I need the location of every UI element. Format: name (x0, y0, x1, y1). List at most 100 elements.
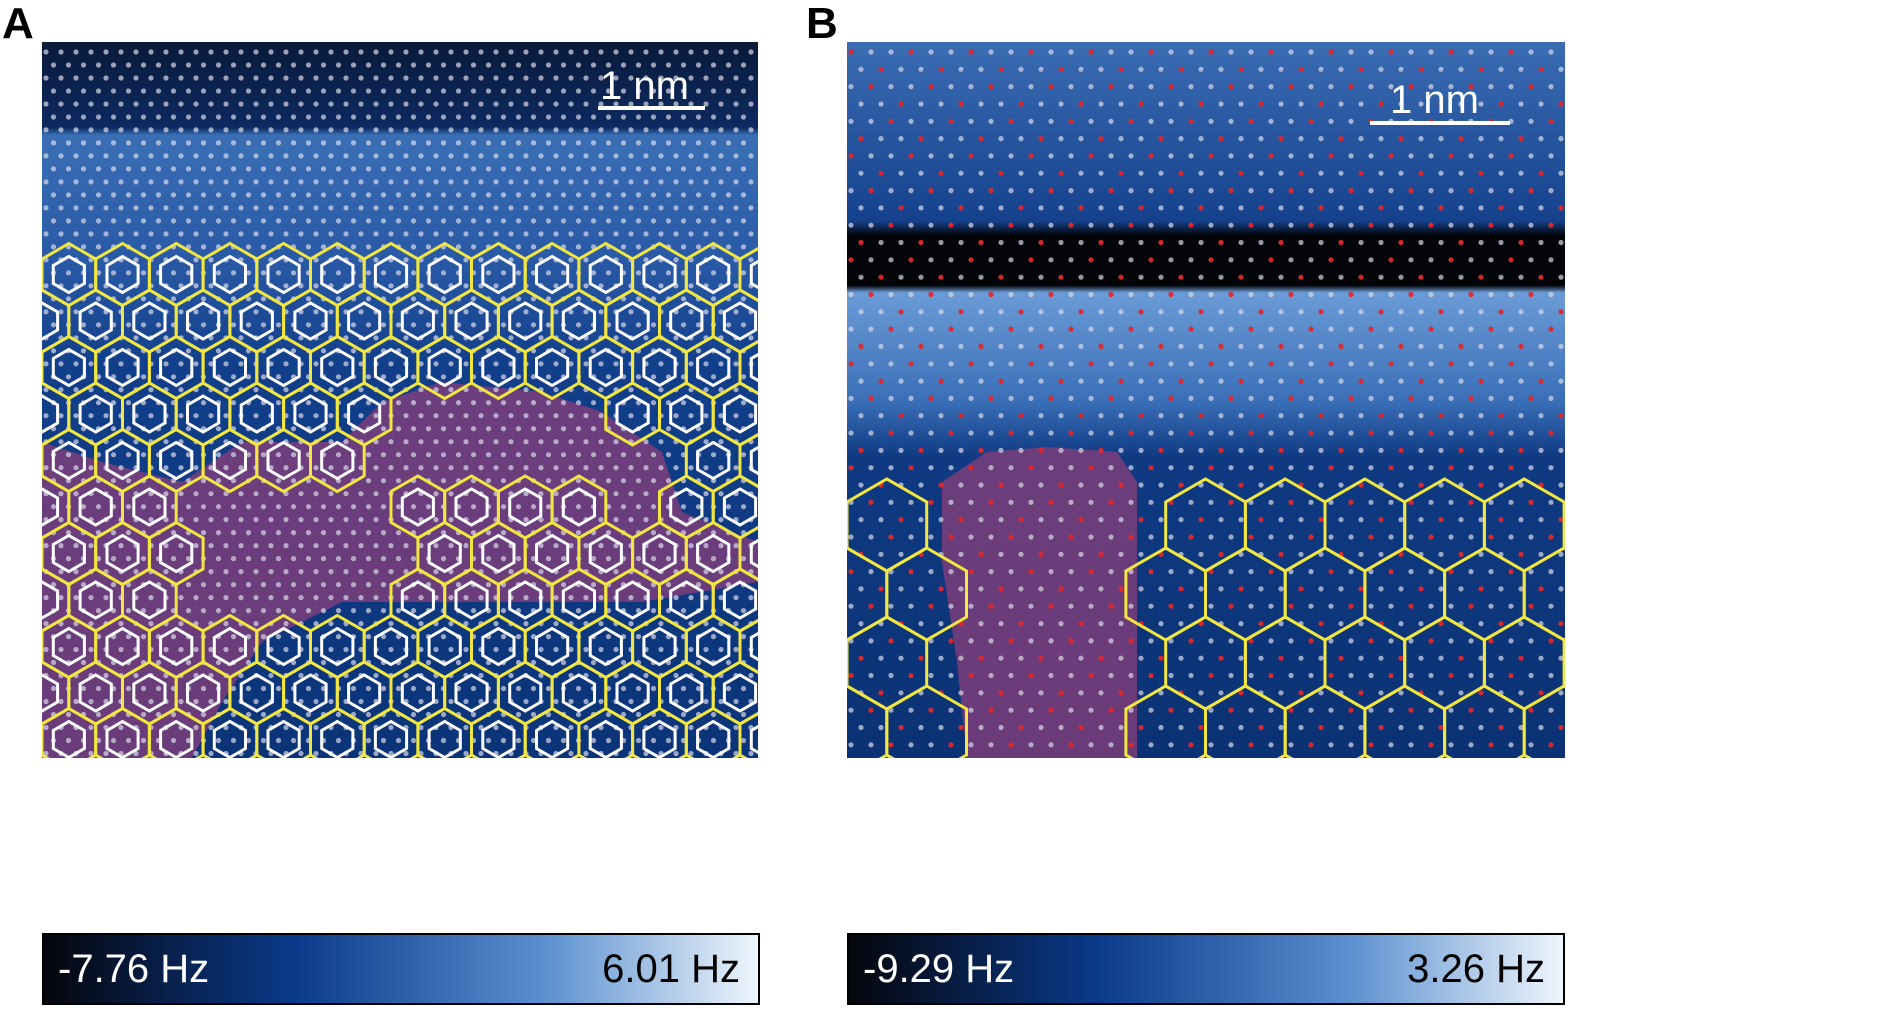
atom-marker-red (1028, 465, 1034, 471)
atom-marker (613, 569, 619, 575)
inner-hexagon (78, 394, 113, 434)
atom-marker (695, 504, 702, 510)
atom-marker (1498, 586, 1504, 592)
atom-marker (515, 504, 522, 510)
atom-marker (1308, 291, 1314, 298)
atom-marker-red (1108, 707, 1114, 713)
atom-marker (1478, 136, 1484, 142)
atom-marker (43, 543, 49, 549)
atom-marker (320, 659, 327, 666)
atom-marker (328, 127, 334, 133)
atom-marker (568, 439, 574, 445)
atom-marker (1468, 326, 1474, 332)
atom-marker (515, 88, 522, 94)
atom-marker (80, 114, 87, 120)
atom-marker (58, 179, 64, 185)
atom-marker (208, 49, 214, 55)
atom-marker (73, 361, 79, 367)
atom-marker (545, 634, 552, 640)
atom-marker-red (888, 326, 894, 332)
atom-marker (118, 75, 124, 81)
atom-marker (260, 608, 267, 614)
atom-marker (133, 153, 139, 159)
atom-marker (163, 335, 169, 341)
atom-marker (103, 101, 109, 107)
atom-marker (365, 270, 372, 276)
atom-marker (223, 569, 229, 575)
atom-marker (620, 166, 627, 172)
atom-marker (1368, 499, 1374, 505)
atom-marker-red (1498, 309, 1504, 315)
atom-marker (538, 569, 544, 575)
atom-marker (1308, 499, 1314, 505)
atom-marker (575, 114, 582, 120)
atom-marker (1078, 551, 1084, 557)
atom-marker (1548, 465, 1554, 471)
atom-marker (320, 140, 327, 146)
atom-marker (58, 543, 64, 549)
atom-marker-red (858, 343, 864, 349)
atom-marker (275, 400, 282, 406)
atom-marker (1288, 153, 1294, 159)
atom-marker (1518, 482, 1524, 488)
atom-marker (343, 127, 349, 133)
inner-hexagon (159, 347, 194, 388)
atom-marker (1348, 430, 1354, 436)
atom-marker (343, 387, 349, 393)
atom-marker (918, 724, 924, 731)
atom-marker (515, 140, 522, 146)
atom-marker (748, 335, 754, 341)
atom-marker (395, 737, 402, 744)
atom-marker (1558, 343, 1564, 349)
atom-marker (410, 88, 417, 94)
atom-marker-red (1478, 482, 1484, 488)
atom-marker (650, 504, 657, 510)
atom-marker-red (1038, 551, 1044, 557)
atom-marker (50, 218, 57, 224)
atom-marker (110, 62, 117, 68)
atom-marker (733, 646, 739, 653)
atom-marker (1038, 309, 1044, 315)
atom-marker (1018, 170, 1024, 176)
atom-marker-red (948, 430, 954, 436)
atom-marker (268, 75, 274, 81)
atom-marker (1418, 239, 1424, 246)
atom-marker (283, 127, 289, 133)
inner-hexagon (51, 719, 86, 758)
atom-marker (380, 452, 387, 458)
atom-marker (1258, 66, 1264, 72)
atom-marker (1528, 49, 1534, 55)
atom-marker (1458, 413, 1464, 419)
atom-marker (650, 322, 657, 328)
atom-marker-red (1478, 274, 1484, 280)
atom-marker-red (1028, 257, 1034, 263)
atom-marker (403, 153, 409, 159)
atom-marker-red (1018, 413, 1024, 419)
atom-marker (155, 62, 162, 68)
atom-marker (365, 582, 372, 588)
atom-marker-red (1118, 170, 1124, 176)
atom-marker-red (968, 569, 974, 575)
atom-marker (620, 348, 627, 354)
atom-marker (740, 244, 747, 250)
atom-marker (1378, 66, 1384, 72)
atom-marker (590, 62, 597, 68)
atom-marker (1068, 188, 1074, 194)
atom-marker (43, 75, 49, 81)
atom-marker (1488, 49, 1494, 55)
atom-marker-red (1478, 690, 1484, 696)
atom-marker (395, 530, 402, 536)
atom-marker (1278, 274, 1284, 280)
atom-marker (283, 569, 289, 575)
atom-marker (530, 400, 537, 406)
atom-marker (163, 543, 169, 549)
atom-marker (1038, 482, 1044, 488)
atom-marker (305, 192, 312, 198)
atom-marker (968, 430, 974, 436)
atom-marker (560, 659, 567, 666)
atom-marker (1508, 222, 1514, 228)
atom-marker (1158, 170, 1164, 176)
atom-marker (1248, 84, 1254, 90)
atom-marker (628, 49, 634, 55)
atom-marker (200, 685, 207, 692)
